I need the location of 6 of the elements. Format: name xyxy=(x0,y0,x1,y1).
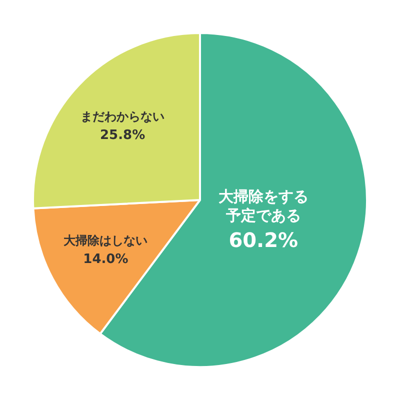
slice-label: 大掃除をする予定である xyxy=(218,188,308,224)
data-label: 25.8% xyxy=(100,128,146,144)
data-label: 60.2% xyxy=(228,228,298,252)
slice-label: まだわからない xyxy=(80,109,165,124)
data-label: 14.0% xyxy=(83,252,128,268)
slice-label: 大掃除はしない xyxy=(64,233,148,248)
